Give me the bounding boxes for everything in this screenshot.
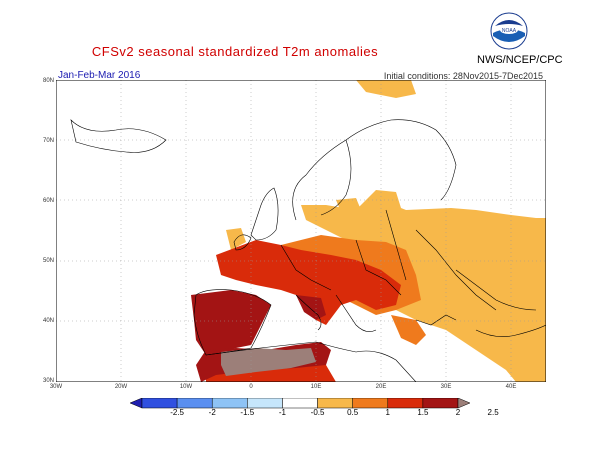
lon-label: 40E — [505, 384, 517, 390]
chart-title: CFSv2 seasonal standardized T2m anomalie… — [91, 44, 379, 59]
colorbar-tick-label: -1.5 — [240, 408, 255, 417]
colorbar — [130, 398, 470, 409]
colorbar-tick-label: 2 — [455, 408, 461, 417]
lon-label: 30E — [440, 384, 452, 390]
lat-label: 30N — [42, 378, 54, 384]
lon-label: 0 — [249, 384, 253, 390]
coastlines — [70, 119, 546, 382]
colorbar-segment — [247, 398, 283, 409]
colorbar-segment — [352, 398, 389, 409]
agency-label: NWS/NCEP/CPC — [477, 54, 563, 66]
colorbar-segment — [176, 398, 213, 409]
colorbar-tick-label: -2.5 — [170, 408, 185, 417]
period-label: Jan-Feb-Mar 2016 — [58, 70, 141, 81]
lon-label: 10W — [179, 384, 193, 390]
colorbar-tick-label: 2.5 — [487, 408, 499, 417]
graticule — [56, 80, 546, 382]
lon-label: 10E — [310, 384, 322, 390]
anomaly-level-2-5 — [221, 348, 316, 376]
lon-label: 30W — [49, 384, 63, 390]
lon-label: 20E — [375, 384, 387, 390]
colorbar-tick-label: 1 — [385, 408, 390, 417]
colorbar-tick-label: -1 — [278, 408, 286, 417]
anomaly-map — [56, 80, 546, 382]
colorbar-segment — [317, 398, 353, 409]
initial-conditions-label: Initial conditions: 28Nov2015-7Dec2015 — [383, 71, 543, 81]
colorbar-segment — [387, 398, 424, 409]
colorbar-tick-label: -2 — [208, 408, 216, 417]
lat-label: 50N — [42, 258, 54, 264]
lat-label: 70N — [42, 138, 54, 144]
lon-label: 20W — [114, 384, 128, 390]
colorbar-segment — [422, 398, 459, 409]
colorbar-segment — [457, 398, 470, 409]
colorbar-tick-label: 0.5 — [347, 408, 359, 417]
lat-label: 60N — [42, 198, 54, 204]
lat-label: 40N — [42, 318, 54, 324]
noaa-logo: NOAA — [490, 12, 528, 50]
logo-text: NOAA — [502, 28, 517, 34]
colorbar-segment — [211, 398, 248, 409]
colorbar-tick-label: -0.5 — [310, 408, 325, 417]
colorbar-segment — [141, 398, 178, 409]
colorbar-segment — [130, 398, 143, 409]
colorbar-segment — [282, 398, 318, 409]
lat-label: 80N — [42, 78, 54, 84]
colorbar-tick-label: 1.5 — [417, 408, 429, 417]
